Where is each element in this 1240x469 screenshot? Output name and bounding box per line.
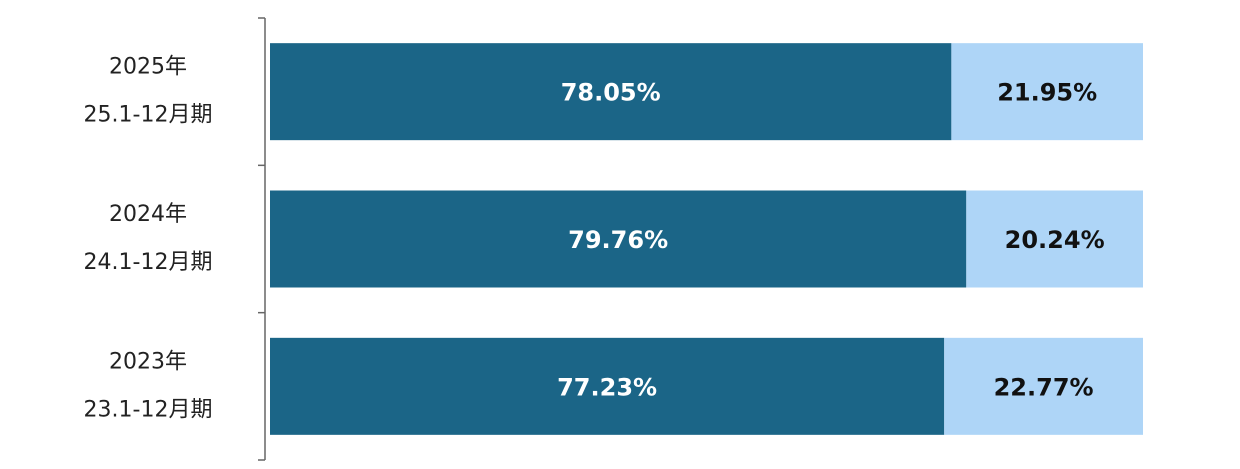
value-label: 20.24% <box>1005 226 1105 254</box>
bar-segment <box>966 190 1143 288</box>
value-label: 21.95% <box>997 79 1097 107</box>
category-label: 2023年 <box>109 349 187 374</box>
value-label: 79.76% <box>568 226 668 254</box>
value-label: 77.23% <box>557 373 657 401</box>
bar-segment <box>944 337 1143 435</box>
category-label: 24.1-12月期 <box>84 250 213 275</box>
bar-segment <box>270 337 945 435</box>
category-label: 2025年 <box>109 55 187 80</box>
category-label: 25.1-12月期 <box>84 103 213 128</box>
value-label: 78.05% <box>561 79 661 107</box>
value-label: 22.77% <box>994 373 1094 401</box>
bar-segment <box>270 190 967 288</box>
bar-segment <box>270 43 952 141</box>
category-label: 2024年 <box>109 202 187 227</box>
category-label: 23.1-12月期 <box>84 397 213 422</box>
bar-segment <box>951 43 1143 141</box>
